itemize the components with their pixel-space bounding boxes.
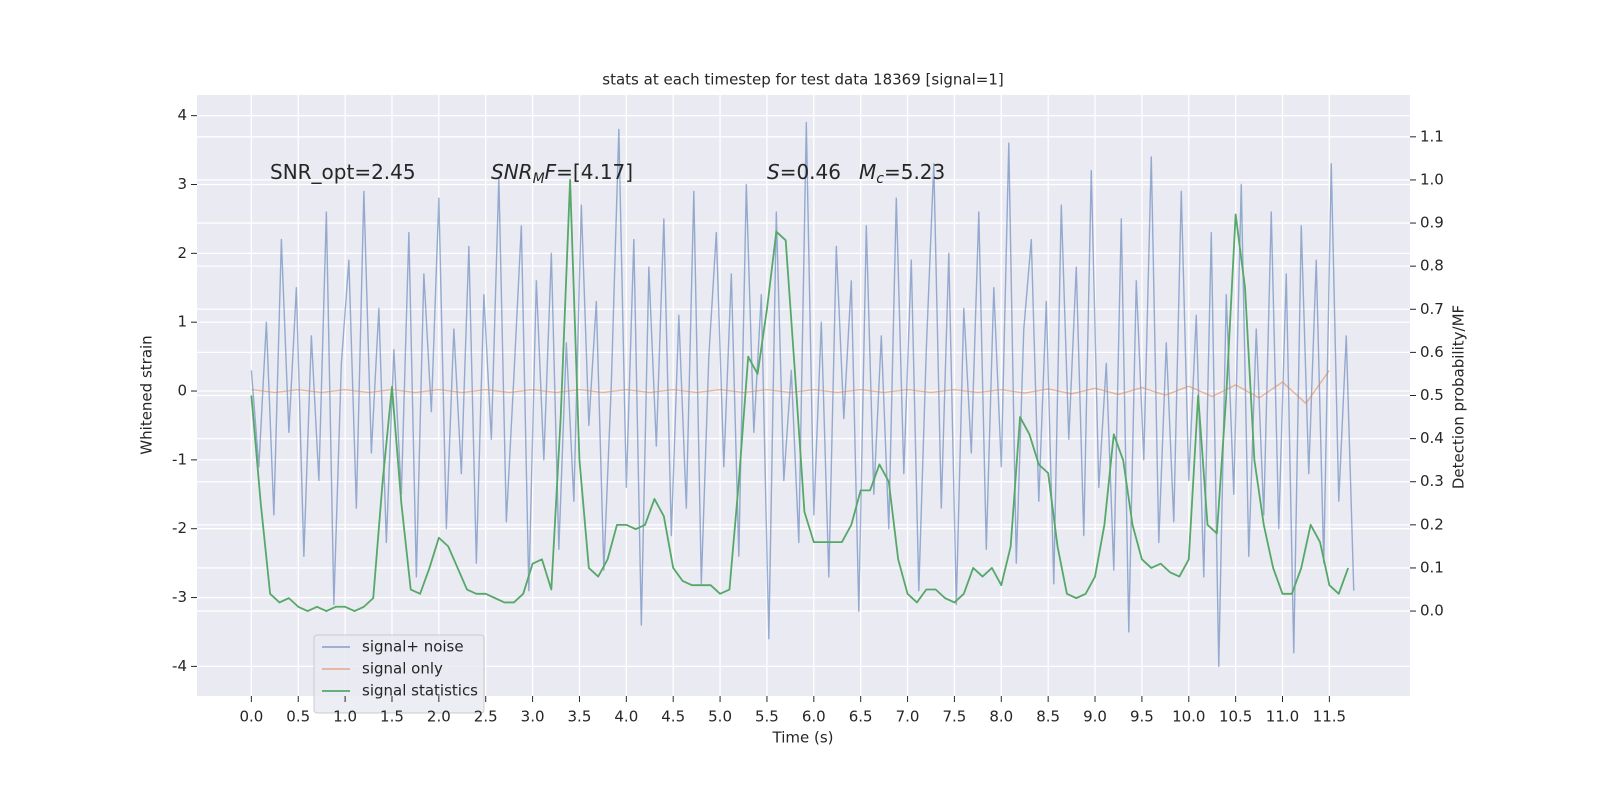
y2-tick-label: 0.7 <box>1420 300 1444 318</box>
x-tick-label: 1.5 <box>380 708 404 726</box>
y2-tick-label: 1.1 <box>1420 127 1444 145</box>
annotation-subscript: M <box>533 171 545 187</box>
legend-label: signal statistics <box>362 682 478 700</box>
x-tick-label: 2.0 <box>427 708 451 726</box>
x-tick-label: 3.5 <box>568 708 592 726</box>
y-tick-label: -1 <box>172 450 187 468</box>
legend-box <box>313 634 485 714</box>
x-tick-label: 6.5 <box>849 708 873 726</box>
y-tick-label: -3 <box>172 588 187 606</box>
y-tick-label: -4 <box>172 657 187 675</box>
x-tick-label: 4.5 <box>661 708 685 726</box>
x-tick-label: 10.0 <box>1172 708 1205 726</box>
x-axis-label: Time (s) <box>772 729 834 747</box>
y2-tick-label: 0.4 <box>1420 429 1444 447</box>
x-tick-label: 6.0 <box>802 708 826 726</box>
x-tick-label: 4.0 <box>614 708 638 726</box>
chart-title: stats at each timestep for test data 183… <box>602 71 1003 89</box>
x-tick-label: 11.5 <box>1313 708 1346 726</box>
annotation-text: SNR_opt=2.45 <box>270 160 416 184</box>
y-tick-label: 3 <box>177 175 187 193</box>
annotation-text: =5.23 <box>884 160 945 184</box>
annotation-text: F <box>545 160 557 184</box>
x-tick-label: 2.5 <box>474 708 498 726</box>
x-tick-label: 0.5 <box>286 708 310 726</box>
x-tick-label: 7.5 <box>942 708 966 726</box>
x-tick-label: 7.0 <box>896 708 920 726</box>
x-tick-label: 11.0 <box>1266 708 1299 726</box>
legend-label: signal only <box>362 660 443 678</box>
y2-tick-label: 0.5 <box>1420 386 1444 404</box>
y2-axis-label: Detection probability/MF <box>1450 305 1468 489</box>
series-line <box>250 121 1355 668</box>
y2-tick-label: 0.3 <box>1420 472 1444 490</box>
x-tick-label: 5.0 <box>708 708 732 726</box>
x-tick-label: 5.5 <box>755 708 779 726</box>
y2-tick-label: 0.6 <box>1420 343 1444 361</box>
annotation-text: M <box>859 160 876 184</box>
y-tick-label: 1 <box>177 313 187 331</box>
y2-tick-label: 0.8 <box>1420 257 1444 275</box>
y2-tick-label: 0.2 <box>1420 515 1444 533</box>
x-tick-label: 9.0 <box>1083 708 1107 726</box>
y-tick-label: 0 <box>177 382 187 400</box>
x-tick-label: 1.0 <box>333 708 357 726</box>
annotation-subscript: c <box>876 171 884 187</box>
data-layer <box>250 121 1355 668</box>
x-tick-label: 9.5 <box>1130 708 1154 726</box>
y2-tick-label: 0.0 <box>1420 602 1444 620</box>
annotation-text: =[4.17] <box>556 160 633 184</box>
y2-tick-label: 1.0 <box>1420 170 1444 188</box>
legend-label: signal+ noise <box>362 638 464 656</box>
y-axis-label: Whitened strain <box>138 335 156 454</box>
legend: signal+ noise signal only signal statistic… <box>313 634 485 714</box>
series-line <box>251 369 1330 405</box>
annotation: SNRMF=[4.17] <box>491 160 633 188</box>
y-tick-label: 4 <box>177 106 187 124</box>
annotation: S=0.46 Mc=5.23 <box>767 160 945 188</box>
annotation: SNR_opt=2.45 <box>270 160 416 184</box>
x-tick-label: 8.0 <box>989 708 1013 726</box>
series-line <box>250 179 1349 612</box>
y-tick-label: 2 <box>177 244 187 262</box>
y2-tick-label: 0.1 <box>1420 558 1444 576</box>
x-tick-label: 8.5 <box>1036 708 1060 726</box>
x-tick-label: 0.0 <box>239 708 263 726</box>
x-tick-label: 3.0 <box>521 708 545 726</box>
y2-tick-label: 0.9 <box>1420 214 1444 232</box>
y-tick-label: -2 <box>172 519 187 537</box>
annotation-text: =0.46 <box>780 160 841 184</box>
annotation-text: SNR <box>491 160 533 184</box>
x-tick-label: 10.5 <box>1219 708 1252 726</box>
annotation-text: S <box>767 160 780 184</box>
